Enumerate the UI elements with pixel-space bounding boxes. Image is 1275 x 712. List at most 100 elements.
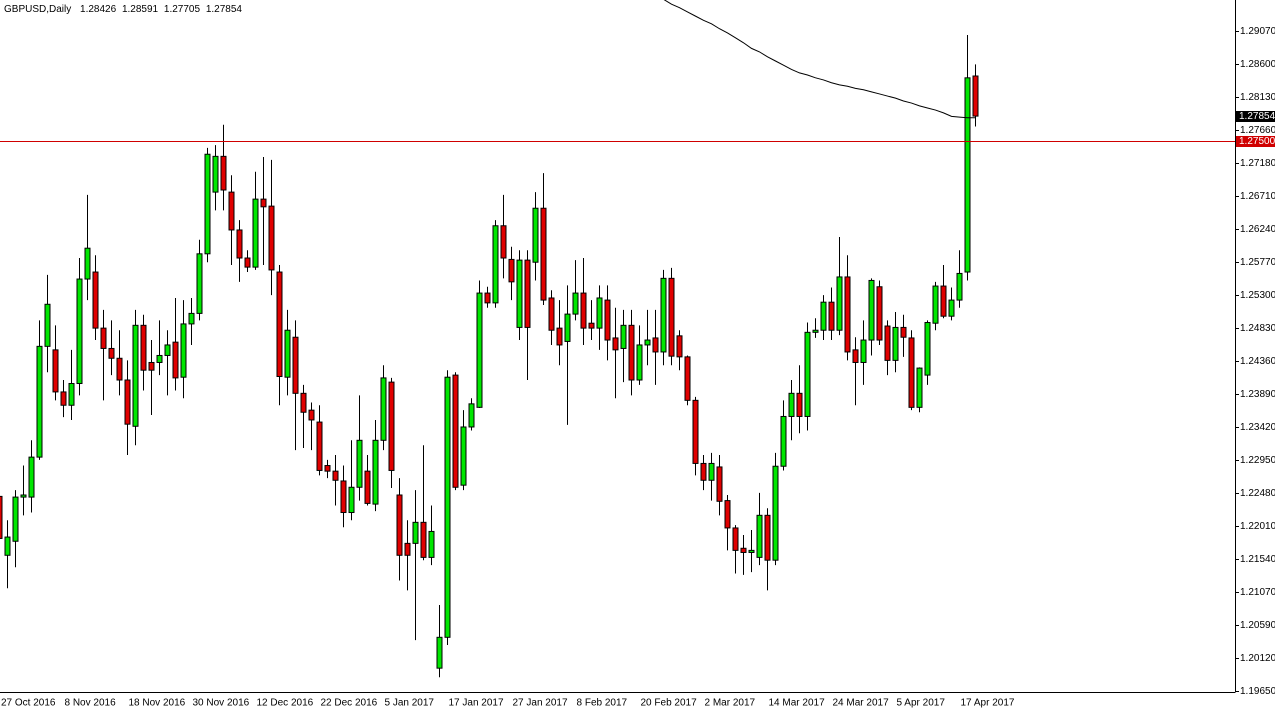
y-tick-label: 1.26240	[1240, 224, 1275, 235]
candle-body	[212, 155, 219, 193]
x-tick-label: 12 Dec 2016	[257, 698, 314, 709]
candle-body	[332, 470, 339, 481]
candle-body	[68, 383, 75, 406]
candle-body	[924, 322, 931, 376]
candle-body	[236, 229, 243, 259]
candle-body	[356, 439, 363, 488]
candle-body	[828, 301, 835, 331]
candle-body	[652, 337, 659, 353]
candle-body	[228, 191, 235, 231]
x-tick-label: 27 Jan 2017	[513, 698, 568, 709]
candle-body	[892, 326, 899, 361]
x-tick-label: 24 Mar 2017	[833, 698, 890, 709]
candle-body	[716, 466, 723, 502]
candle-body	[844, 276, 851, 353]
candle-body	[164, 344, 171, 356]
x-tick-label: 14 Mar 2017	[769, 698, 826, 709]
x-tick-label: 17 Apr 2017	[961, 698, 1015, 709]
candle-body	[540, 207, 547, 301]
candle-body	[156, 354, 163, 363]
candle-body	[436, 636, 443, 669]
candle-body	[804, 331, 811, 417]
candle-body	[108, 347, 115, 359]
level-label-bg	[1236, 136, 1275, 147]
level-label: 1.27500	[1239, 136, 1275, 147]
y-tick-label: 1.21540	[1240, 554, 1275, 565]
candle-body	[76, 278, 83, 385]
candle-body	[900, 326, 907, 338]
candle-body	[564, 313, 571, 342]
y-tick-label: 1.28130	[1240, 92, 1275, 103]
candle-body	[468, 403, 475, 428]
candle-body	[548, 297, 555, 331]
header-open: 1.28426	[80, 4, 117, 15]
candle-body	[612, 337, 619, 351]
candle-body	[348, 486, 355, 514]
x-tick-label: 20 Feb 2017	[641, 698, 698, 709]
price-label: 1.27854	[1239, 111, 1275, 122]
candle-body	[812, 329, 819, 333]
price-label-bg	[1236, 111, 1275, 122]
x-tick-label: 2 Mar 2017	[705, 698, 756, 709]
candle-body	[36, 345, 43, 458]
candle-body	[172, 341, 179, 379]
candle-body	[500, 225, 507, 259]
y-tick-label: 1.20590	[1240, 620, 1275, 631]
candle-body	[188, 312, 195, 325]
x-tick-label: 17 Jan 2017	[449, 698, 504, 709]
candle-body	[12, 496, 19, 542]
candle-body	[52, 349, 59, 393]
x-tick-label: 27 Oct 2016	[1, 698, 56, 709]
candle-body	[524, 259, 531, 328]
candle-body	[836, 276, 843, 331]
candle-body	[380, 377, 387, 441]
y-tick-label: 1.28600	[1240, 59, 1275, 70]
candle-body	[204, 153, 211, 255]
candle-body	[484, 292, 491, 304]
y-tick-label: 1.24360	[1240, 356, 1275, 367]
candle-body	[388, 381, 395, 471]
candle-body	[372, 439, 379, 505]
candle-body	[572, 292, 579, 315]
y-tick-label: 1.24830	[1240, 323, 1275, 334]
y-tick-label: 1.22950	[1240, 455, 1275, 466]
candle-body	[796, 392, 803, 417]
candle-body	[740, 547, 747, 553]
candle-body	[116, 357, 123, 381]
candle-body	[660, 277, 667, 353]
y-tick-label: 1.29070	[1240, 26, 1275, 37]
y-tick-label: 1.27660	[1240, 125, 1275, 136]
x-tick-label: 30 Nov 2016	[193, 698, 250, 709]
candle-body	[132, 324, 139, 427]
candle-body	[28, 456, 35, 498]
candle-body	[124, 379, 131, 425]
candle-body	[756, 514, 763, 558]
candle-body	[508, 258, 515, 283]
candle-body	[820, 301, 827, 331]
candle-body	[220, 155, 227, 191]
candle-body	[260, 198, 267, 208]
candle-body	[932, 285, 939, 324]
candle-body	[404, 542, 411, 556]
symbol: GBPUSD,Daily	[4, 4, 71, 15]
candle-body	[412, 521, 419, 544]
x-tick-label: 8 Nov 2016	[65, 698, 117, 709]
candle-body	[244, 257, 251, 268]
candle-body	[748, 549, 755, 553]
candle-body	[276, 271, 283, 377]
chart-header: GBPUSD,Daily 1.28426 1.28591 1.27705 1.2…	[4, 4, 242, 15]
candle-body	[876, 286, 883, 341]
x-tick-label: 8 Feb 2017	[577, 698, 628, 709]
y-tick-label: 1.25770	[1240, 257, 1275, 268]
candle-body	[492, 225, 499, 304]
header-low: 1.27705	[164, 4, 201, 15]
candle-body	[60, 391, 67, 406]
candle-body	[684, 356, 691, 401]
candle-body	[4, 536, 11, 556]
candle-body	[0, 495, 3, 539]
y-tick-label: 1.21070	[1240, 587, 1275, 598]
candle-body	[284, 329, 291, 378]
candle-body	[460, 426, 467, 486]
candle-body	[964, 77, 971, 273]
